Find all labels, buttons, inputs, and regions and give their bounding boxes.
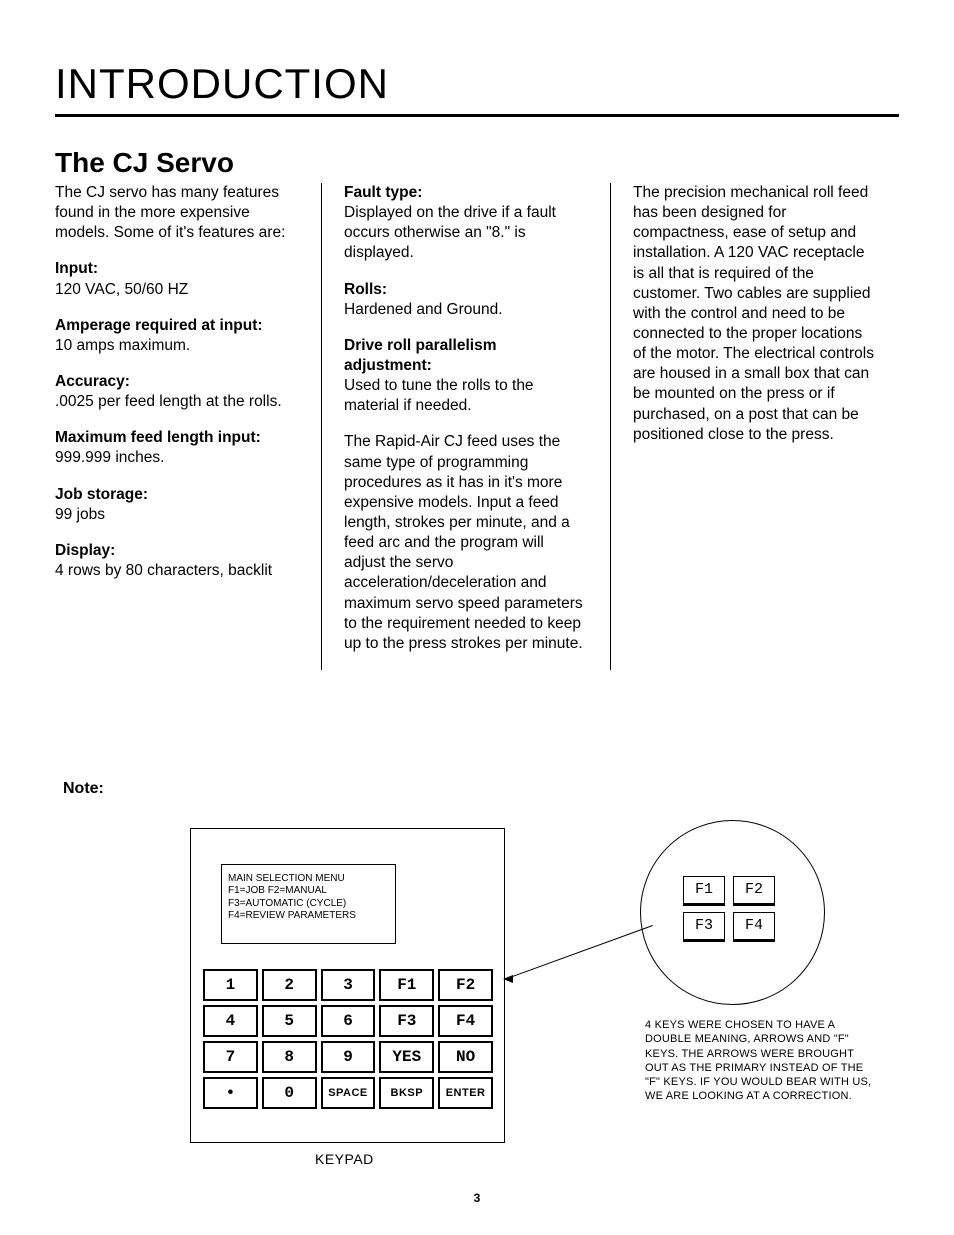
spec-value: 999.999 inches. (55, 449, 164, 466)
spec-value: 99 jobs (55, 506, 105, 523)
spec-max-feed: Maximum feed length input: 999.999 inches… (55, 428, 299, 468)
key-5: 5 (262, 1005, 317, 1037)
page-title: INTRODUCTION (55, 60, 899, 108)
spec-rolls: Rolls: Hardened and Ground. (344, 280, 588, 320)
section-title: The CJ Servo (55, 147, 899, 179)
spec-label: Accuracy: (55, 373, 130, 390)
key-3: 3 (321, 969, 376, 1001)
col3-paragraph: The precision mechanical roll feed has b… (633, 183, 877, 445)
key-0: 0 (262, 1077, 317, 1109)
spec-value: Used to tune the rolls to the material i… (344, 377, 534, 414)
spec-label: Amperage required at input: (55, 317, 263, 334)
note-label: Note: (63, 780, 899, 798)
spec-label: Fault type: (344, 184, 422, 201)
spec-value: 4 rows by 80 characters, backlit (55, 562, 272, 579)
spec-label: Job storage: (55, 486, 148, 503)
callout-text: 4 KEYS WERE CHOSEN TO HAVE A DOUBLE MEAN… (645, 1018, 875, 1104)
callout-arrow-head-icon (503, 975, 513, 983)
callout-arrow-line (507, 925, 653, 979)
spec-jobs: Job storage: 99 jobs (55, 485, 299, 525)
keypad-diagram: MAIN SELECTION MENU F1=JOB F2=MANUAL F3=… (55, 828, 899, 1198)
key-1: 1 (203, 969, 258, 1001)
spec-label: Drive roll parallelism adjustment: (344, 337, 497, 374)
spec-fault: Fault type: Displayed on the drive if a f… (344, 183, 588, 264)
callout-circle: F1 F2 F3 F4 (640, 820, 825, 1005)
spec-label: Maximum feed length input: (55, 429, 261, 446)
key-enter: ENTER (438, 1077, 493, 1109)
key-4: 4 (203, 1005, 258, 1037)
key-2: 2 (262, 969, 317, 1001)
keypad-display: MAIN SELECTION MENU F1=JOB F2=MANUAL F3=… (221, 864, 396, 944)
key-f1: F1 (379, 969, 434, 1001)
column-2: Fault type: Displayed on the drive if a f… (321, 183, 610, 670)
column-3: The precision mechanical roll feed has b… (610, 183, 899, 670)
key-f3: F3 (379, 1005, 434, 1037)
display-line: MAIN SELECTION MENU (228, 873, 389, 886)
display-line: F3=AUTOMATIC (CYCLE) (228, 898, 389, 911)
callout-key-f3: F3 (683, 912, 725, 942)
page-number: 3 (0, 1191, 954, 1205)
key-9: 9 (321, 1041, 376, 1073)
spec-value: .0025 per feed length at the rolls. (55, 393, 282, 410)
key-no: NO (438, 1041, 493, 1073)
callout-key-f4: F4 (733, 912, 775, 942)
intro-text: The CJ servo has many features found in … (55, 183, 299, 243)
spec-value: Hardened and Ground. (344, 301, 503, 318)
column-1: The CJ servo has many features found in … (55, 183, 321, 670)
spec-input: Input: 120 VAC, 50/60 HZ (55, 259, 299, 299)
key-f4: F4 (438, 1005, 493, 1037)
title-rule (55, 114, 899, 117)
col2-paragraph: The Rapid-Air CJ feed uses the same type… (344, 432, 588, 654)
keypad-box: MAIN SELECTION MENU F1=JOB F2=MANUAL F3=… (190, 828, 505, 1143)
spec-value: Displayed on the drive if a fault occurs… (344, 204, 556, 261)
spec-label: Display: (55, 542, 115, 559)
key-bksp: BKSP (379, 1077, 434, 1109)
callout-keys: F1 F2 F3 F4 (683, 876, 775, 942)
key-6: 6 (321, 1005, 376, 1037)
key-f2: F2 (438, 969, 493, 1001)
spec-amperage: Amperage required at input: 10 amps maxim… (55, 316, 299, 356)
key-yes: YES (379, 1041, 434, 1073)
spec-label: Rolls: (344, 281, 387, 298)
spec-parallelism: Drive roll parallelism adjustment:Used t… (344, 336, 588, 417)
key-dot: • (203, 1077, 258, 1109)
spec-value: 120 VAC, 50/60 HZ (55, 281, 188, 298)
spec-label: Input: (55, 260, 98, 277)
key-space: SPACE (321, 1077, 376, 1109)
key-7: 7 (203, 1041, 258, 1073)
spec-accuracy: Accuracy: .0025 per feed length at the ro… (55, 372, 299, 412)
callout-key-f1: F1 (683, 876, 725, 906)
display-line: F1=JOB F2=MANUAL (228, 885, 389, 898)
display-line: F4=REVIEW PARAMETERS (228, 910, 389, 923)
spec-display: Display: 4 rows by 80 characters, backlit (55, 541, 299, 581)
keypad-caption: KEYPAD (315, 1151, 374, 1167)
key-8: 8 (262, 1041, 317, 1073)
content-columns: The CJ servo has many features found in … (55, 183, 899, 670)
keypad-grid: 1 2 3 F1 F2 4 5 6 F3 F4 7 8 9 YES NO • 0… (203, 969, 493, 1109)
spec-value: 10 amps maximum. (55, 337, 190, 354)
callout-key-f2: F2 (733, 876, 775, 906)
